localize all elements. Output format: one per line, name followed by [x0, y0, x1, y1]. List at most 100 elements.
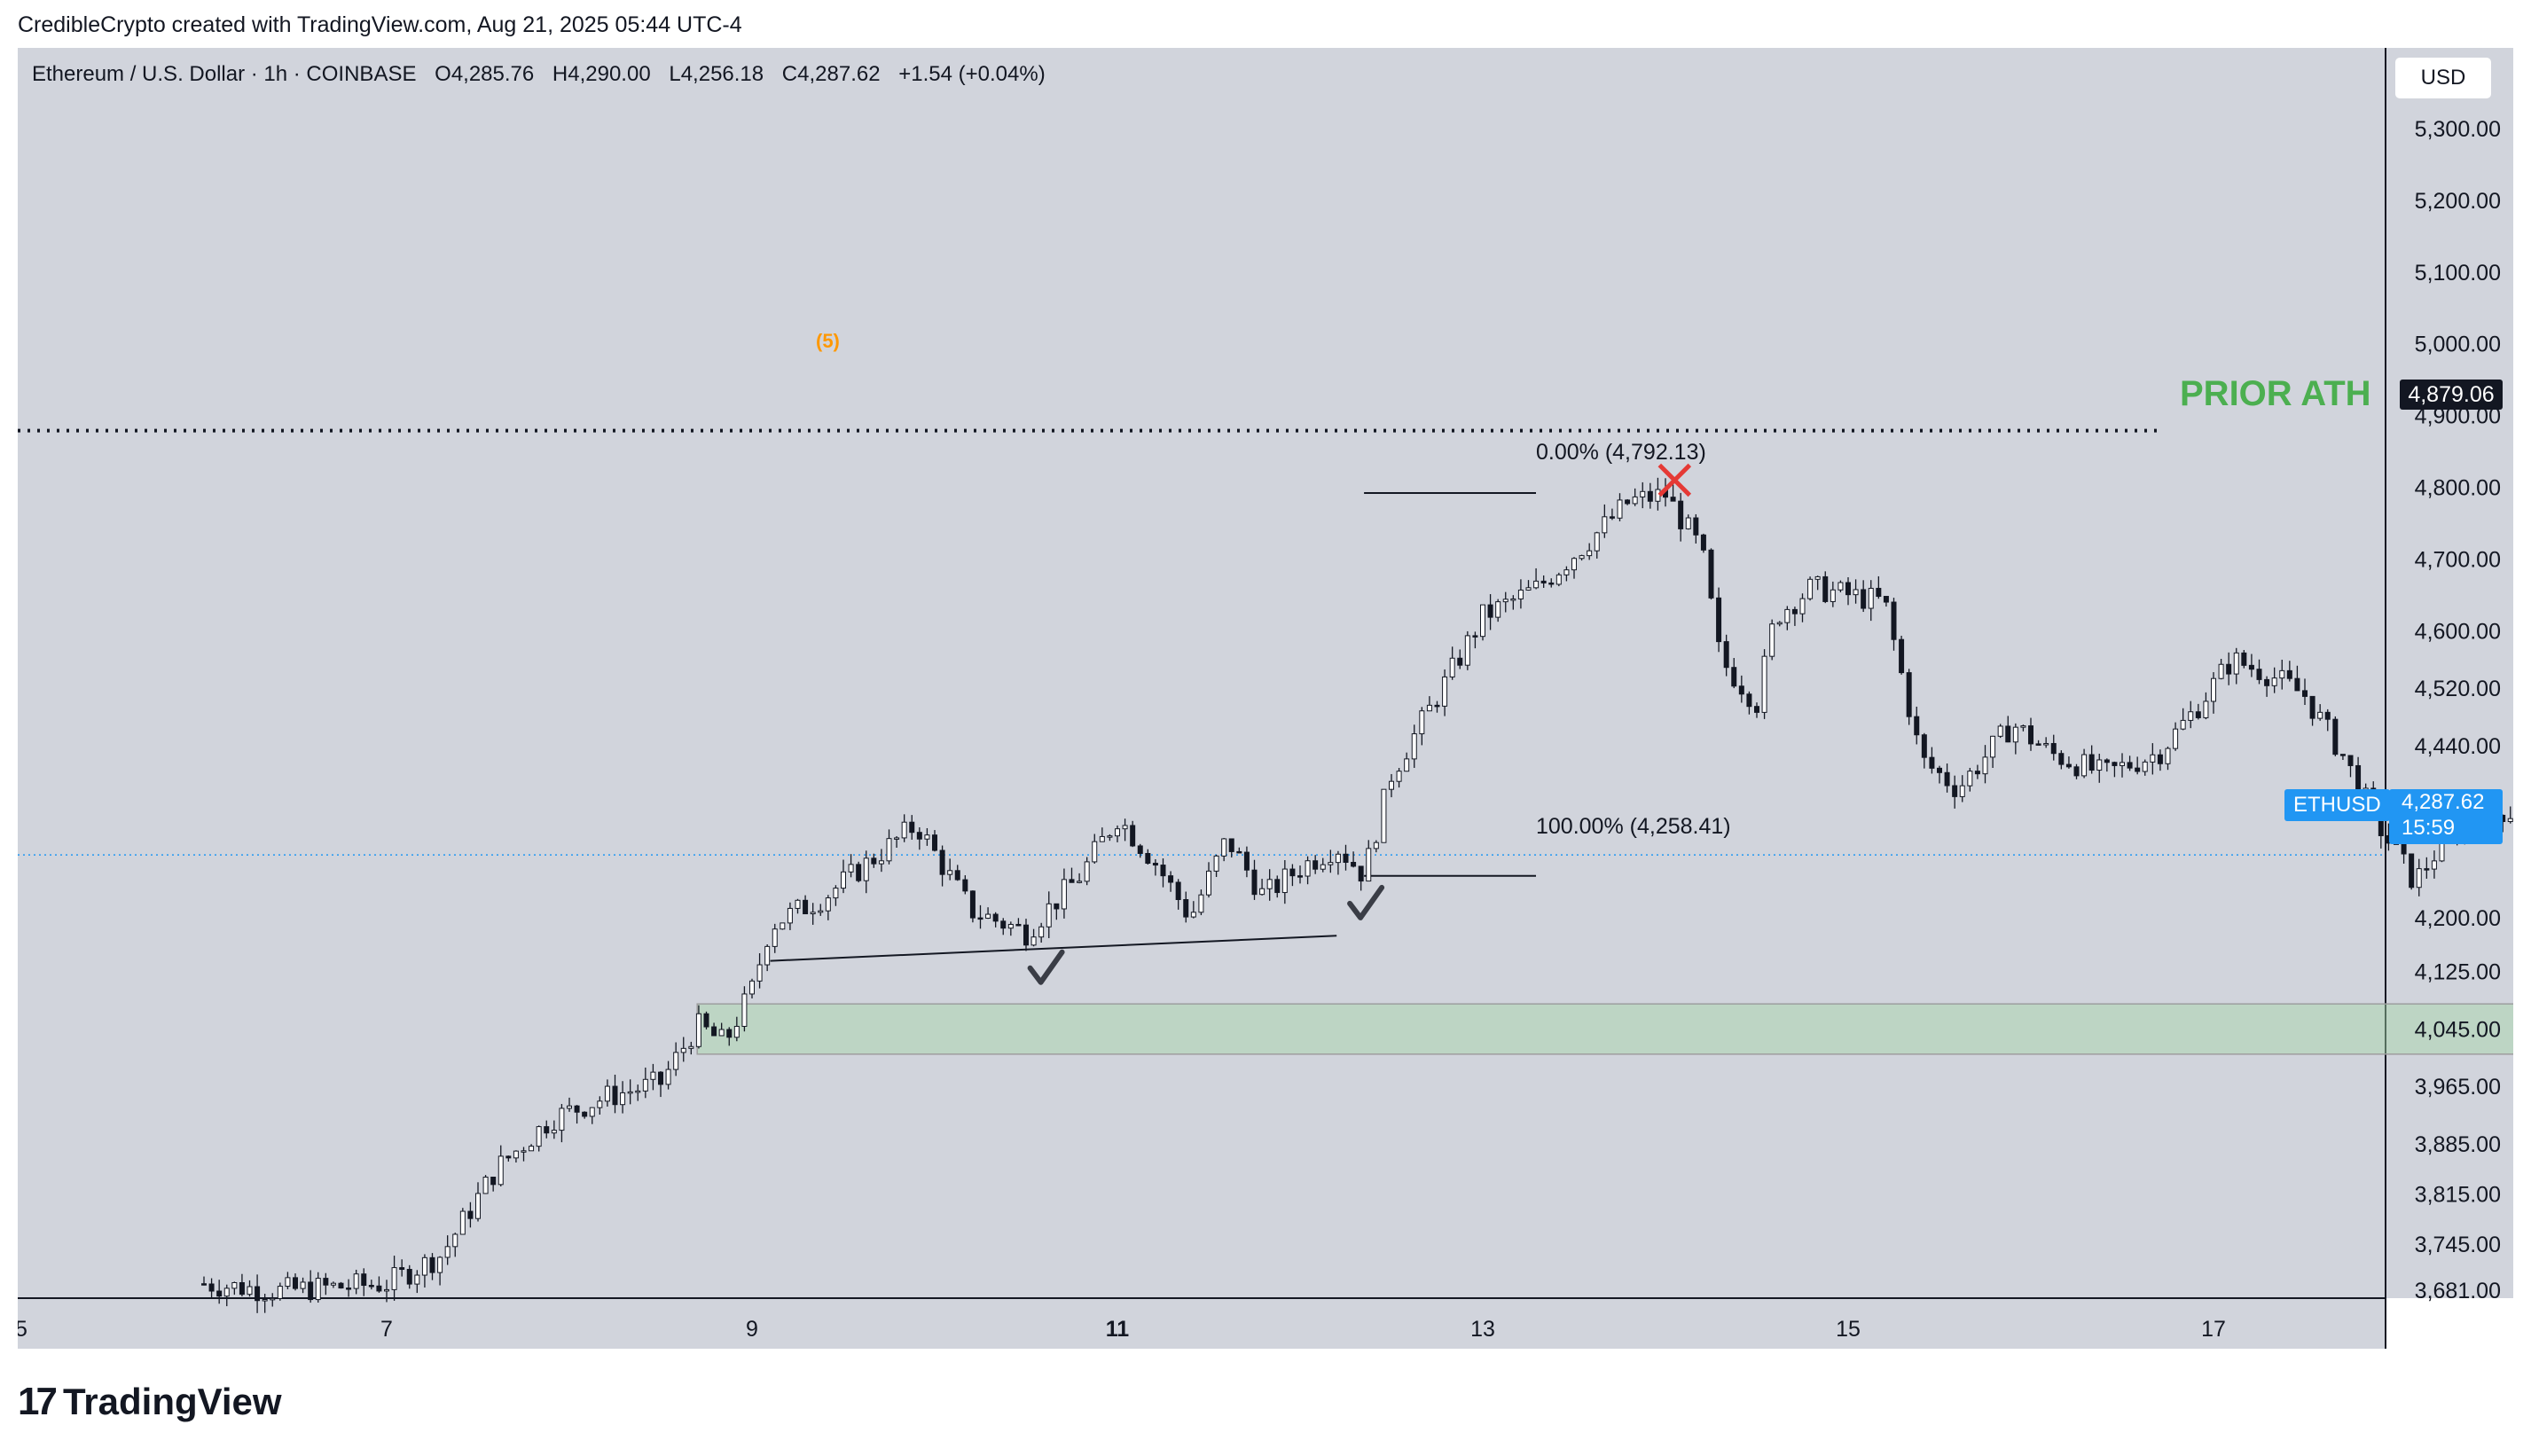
- candle-body: [1738, 685, 1744, 695]
- candle-body: [368, 1285, 374, 1288]
- candle-body: [604, 1085, 610, 1102]
- candle-body: [1358, 865, 1364, 882]
- candle-body: [718, 1029, 725, 1037]
- candle-body: [498, 1155, 504, 1186]
- candle-body: [1502, 599, 1508, 603]
- tradingview-logo[interactable]: 17 TradingView: [18, 1380, 282, 1424]
- candle-body: [1213, 855, 1219, 872]
- candle-body: [2409, 853, 2415, 888]
- candle-body: [1708, 549, 1714, 599]
- y-tick-label: 5,200.00: [2415, 189, 2501, 214]
- price-chart[interactable]: 5,300.005,200.005,100.005,000.004,900.00…: [18, 48, 2513, 1349]
- candle-body: [650, 1071, 656, 1080]
- candle-body: [1693, 517, 1699, 536]
- candle-body: [756, 964, 763, 982]
- candle-body: [1198, 894, 1204, 913]
- candle-body: [589, 1107, 595, 1117]
- candle-body: [665, 1069, 671, 1085]
- candle-body: [1944, 771, 1950, 787]
- y-tick-label: 3,815.00: [2415, 1183, 2501, 1208]
- candle-body: [208, 1283, 215, 1292]
- currency-button[interactable]: USD: [2394, 57, 2492, 99]
- candle-body: [1381, 788, 1387, 843]
- candle-body: [2324, 711, 2331, 720]
- y-tick-label: 3,965.00: [2415, 1075, 2501, 1100]
- x-tick-label: 17: [2201, 1317, 2226, 1342]
- candle-body: [1587, 550, 1593, 557]
- candle-body: [985, 913, 991, 919]
- candle-body: [1107, 835, 1113, 838]
- candle-body: [2005, 725, 2011, 743]
- candle-body: [627, 1091, 633, 1094]
- candle-body: [1754, 706, 1759, 713]
- candle-body: [300, 1281, 306, 1289]
- candle-body: [1168, 875, 1174, 883]
- candle-body: [2309, 695, 2316, 719]
- candle-body: [1876, 587, 1882, 598]
- x-tick-label: 9: [746, 1317, 758, 1342]
- candle-body: [688, 1045, 694, 1049]
- candle-body: [863, 857, 869, 881]
- fib-100-label: 100.00% (4,258.41): [1536, 814, 1731, 839]
- candle-body: [201, 1283, 207, 1286]
- candle-body: [1640, 490, 1646, 497]
- candle-body: [2248, 664, 2254, 670]
- candle-body: [1655, 489, 1661, 502]
- candle-body: [1289, 868, 1296, 877]
- candle-body: [1411, 733, 1417, 760]
- chart-area[interactable]: 5,300.00 5,200.00 5,100.00 5,000.00 4,900.00…: [18, 48, 2513, 1349]
- candle-body: [803, 899, 809, 915]
- candle-body: [1313, 860, 1319, 870]
- candle-body: [642, 1078, 648, 1092]
- demand-zone-1: [696, 1003, 2513, 1055]
- candle-body: [544, 1126, 550, 1134]
- candle-body: [848, 864, 854, 873]
- candle-body: [2096, 759, 2103, 771]
- y-tick-label: 5,100.00: [2415, 261, 2501, 286]
- candle-body: [2271, 677, 2277, 686]
- candle-body: [680, 1047, 686, 1053]
- candle-body: [1723, 641, 1729, 669]
- candle-body: [323, 1278, 329, 1286]
- candle-body: [2020, 725, 2026, 728]
- candle-body: [818, 910, 824, 913]
- candle-body: [992, 913, 999, 922]
- candle-body: [521, 1150, 527, 1153]
- x-tick-label: 15: [1836, 1317, 1861, 1342]
- candle-body: [1868, 587, 1874, 609]
- candle-body: [1967, 771, 1973, 787]
- candle-body: [551, 1130, 557, 1134]
- y-tick-label: 3,745.00: [2415, 1233, 2501, 1257]
- candle-body: [1389, 780, 1394, 790]
- low-label: L: [669, 62, 681, 86]
- candle-body: [1122, 825, 1128, 830]
- candle-body: [247, 1286, 253, 1296]
- candle-body: [1761, 655, 1767, 713]
- candle-body: [1472, 635, 1478, 638]
- candle-body: [726, 1029, 733, 1038]
- candle-body: [1457, 657, 1463, 666]
- candle-body: [1555, 574, 1562, 585]
- candle-body: [1510, 598, 1516, 601]
- candle-body: [1351, 862, 1357, 867]
- candle-body: [1784, 608, 1791, 623]
- candle-body: [452, 1233, 458, 1248]
- candle-body: [1434, 704, 1440, 708]
- candle-body: [2241, 652, 2247, 666]
- candle-body: [1670, 497, 1676, 502]
- y-tick-label: 5,300.00: [2415, 117, 2501, 142]
- time-axis-background: [18, 1298, 2386, 1349]
- y-tick-label: 4,440.00: [2415, 734, 2501, 759]
- candle-body: [1000, 920, 1007, 929]
- candle-body: [1464, 635, 1470, 666]
- candle-body: [1548, 582, 1555, 585]
- candle-body: [513, 1150, 519, 1159]
- y-tick-label: 5,000.00: [2415, 333, 2501, 357]
- candle-body: [2416, 868, 2422, 888]
- candle-body: [444, 1246, 451, 1258]
- candle-body: [330, 1282, 336, 1286]
- candle-body: [1937, 767, 1942, 773]
- candle-body: [2058, 753, 2065, 765]
- candle-body: [2028, 725, 2033, 745]
- candle-body: [582, 1111, 588, 1117]
